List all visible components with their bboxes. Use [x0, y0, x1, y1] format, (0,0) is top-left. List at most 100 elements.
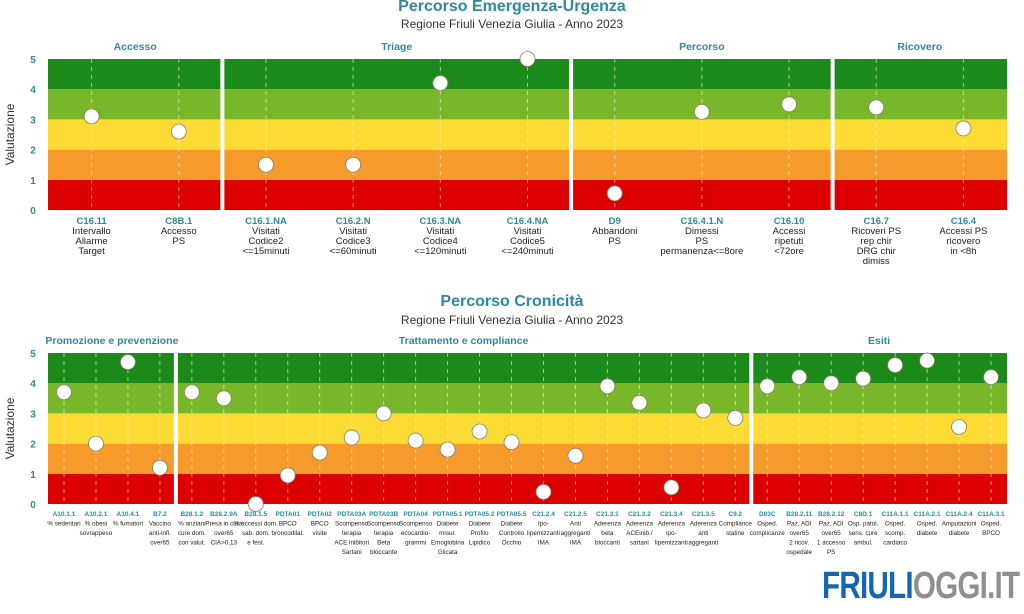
- x-tick-label: Codice3: [336, 236, 371, 247]
- y-axis-label: Valutazione: [3, 103, 17, 165]
- x-tick-label: sens. cure: [849, 530, 879, 537]
- x-tick-label: permanenza<=8ore: [660, 246, 743, 257]
- x-tick-label: Aderenza: [594, 521, 621, 528]
- x-tick-label: Osped.: [981, 521, 1002, 528]
- x-tick-label: ACE inibitori: [334, 540, 369, 547]
- x-tick-code: D03C: [759, 511, 776, 518]
- x-tick-label: 2 ricov.: [789, 540, 809, 547]
- x-tick-label: Controllo: [499, 530, 525, 537]
- friulioggi-logo[interactable]: FRIULIOGGI.IT: [822, 565, 1020, 607]
- data-point-C16.7: [868, 99, 885, 116]
- data-point-C16.10: [781, 96, 797, 113]
- data-point-C11A.3.1: [983, 369, 999, 386]
- x-tick-code: PDTA01: [276, 511, 301, 518]
- x-tick-label: over65: [822, 530, 842, 537]
- x-tick-label: diabete: [949, 530, 970, 537]
- x-tick-code: PDTA05.1: [433, 511, 463, 518]
- x-tick-label: Diabete: [469, 521, 491, 528]
- x-tick-label: dimiss: [863, 256, 890, 267]
- x-tick-label: Ipo-: [538, 521, 549, 528]
- x-tick-code: C16.3.NA: [419, 216, 461, 227]
- x-tick-code: A10.4.1: [117, 511, 140, 518]
- x-tick-label: % accessi dom.: [234, 521, 278, 528]
- x-tick-code: C16.11: [77, 216, 108, 227]
- x-tick-code: PDTA05.5: [497, 511, 527, 518]
- data-point-PDTA03A: [343, 429, 360, 446]
- x-tick-label: Abbandoni: [592, 226, 637, 237]
- x-tick-label: misur.: [439, 530, 456, 537]
- x-tick-label: complicanze: [750, 530, 785, 537]
- y-tick-label: 2: [30, 146, 36, 157]
- x-tick-label: lipemizzanti: [527, 530, 560, 537]
- x-tick-label: broncodilat.: [271, 530, 304, 537]
- x-tick-label: anti-infl.: [149, 530, 171, 537]
- x-tick-code: B28.2.12: [818, 511, 845, 518]
- data-point-C16.4.1.N: [693, 103, 710, 120]
- data-point-C16.4.NA: [519, 51, 536, 67]
- x-tick-label: terapia: [342, 530, 362, 537]
- x-tick-label: Lipidico: [469, 540, 491, 547]
- x-tick-code: C21.3.2: [628, 511, 651, 518]
- score-band-0-1: [48, 473, 1007, 504]
- x-tick-label: Aderenza: [658, 521, 685, 528]
- x-tick-label: sartani: [630, 540, 649, 547]
- x-tick-code: PDTA05.2: [465, 511, 495, 518]
- x-tick-label: Scompenso: [399, 521, 433, 528]
- x-tick-code: C16.2.N: [336, 216, 371, 227]
- x-tick-label: Anti: [570, 521, 581, 528]
- x-tick-label: aggreganti: [688, 540, 718, 547]
- x-tick-label: statine: [726, 530, 745, 537]
- data-point-B28.2.12: [823, 375, 840, 392]
- x-tick-code: C11A.3.1: [977, 511, 1004, 518]
- x-tick-label: Emoglobina: [431, 540, 465, 547]
- data-point-C16.1.NA: [258, 156, 274, 173]
- data-point-PDTA05.2: [471, 423, 488, 440]
- data-point-B7.2: [151, 459, 168, 476]
- x-tick-label: PS: [172, 236, 185, 247]
- x-tick-code: PDTA03A: [337, 511, 366, 518]
- x-tick-label: Visitati: [252, 226, 280, 237]
- section-label: Ricovero: [897, 41, 942, 53]
- x-tick-label: Beta: [377, 540, 390, 547]
- x-tick-label: ecocardio-: [401, 530, 430, 537]
- section-label: Accesso: [114, 41, 157, 53]
- x-tick-label: Amputazioni: [942, 521, 977, 528]
- x-tick-label: Compliance: [719, 521, 753, 528]
- x-tick-code: C21.3.4: [660, 511, 683, 518]
- x-tick-label: over65: [150, 540, 170, 547]
- data-point-C8B.1: [170, 123, 187, 140]
- section-label: Triage: [381, 41, 412, 53]
- x-tick-code: C8B.1: [165, 216, 193, 227]
- logo-part-oggi: OGGI.IT: [912, 565, 1020, 607]
- x-tick-label: bloccante: [370, 549, 397, 556]
- x-tick-code: C11A.1.1: [882, 511, 909, 518]
- chart-title-cronicita: Percorso Cronicità: [440, 293, 584, 310]
- data-point-PDTA03B: [375, 405, 392, 422]
- x-tick-code: C11A.2.1: [914, 511, 941, 518]
- x-tick-label: ACEinib./: [626, 530, 652, 537]
- x-tick-label: Codice4: [423, 236, 458, 247]
- x-tick-label: Profilo: [471, 530, 489, 537]
- data-point-C16.3.NA: [432, 75, 449, 92]
- data-point-C16.4: [955, 120, 972, 137]
- data-point-PDTA01: [279, 467, 296, 484]
- x-tick-code: PDTA04: [403, 511, 428, 518]
- x-tick-label: Osped.: [917, 521, 938, 528]
- x-tick-label: over65: [214, 530, 234, 537]
- x-tick-code: B28.1.2: [180, 511, 203, 518]
- data-point-C9.2: [727, 410, 744, 426]
- y-tick-label: 5: [30, 349, 36, 360]
- y-tick-label: 0: [30, 206, 36, 217]
- x-tick-label: Allarme: [75, 236, 107, 247]
- x-tick-label: Paz. ADI: [787, 521, 812, 528]
- y-tick-label: 1: [30, 470, 36, 481]
- x-tick-code: A10.1.1: [53, 511, 76, 518]
- x-tick-label: BPCO: [982, 530, 1000, 537]
- chart-subtitle-emergenza: Regione Friuli Venezia Giulia - Anno 202…: [400, 17, 624, 31]
- data-point-C16.11: [83, 108, 100, 125]
- x-tick-label: IMA: [570, 540, 582, 547]
- x-tick-label: Accessi PS: [939, 226, 987, 237]
- x-tick-label: IMA: [538, 540, 550, 547]
- x-tick-label: % anziani: [178, 521, 205, 528]
- x-tick-label: <=60minuti: [330, 246, 377, 257]
